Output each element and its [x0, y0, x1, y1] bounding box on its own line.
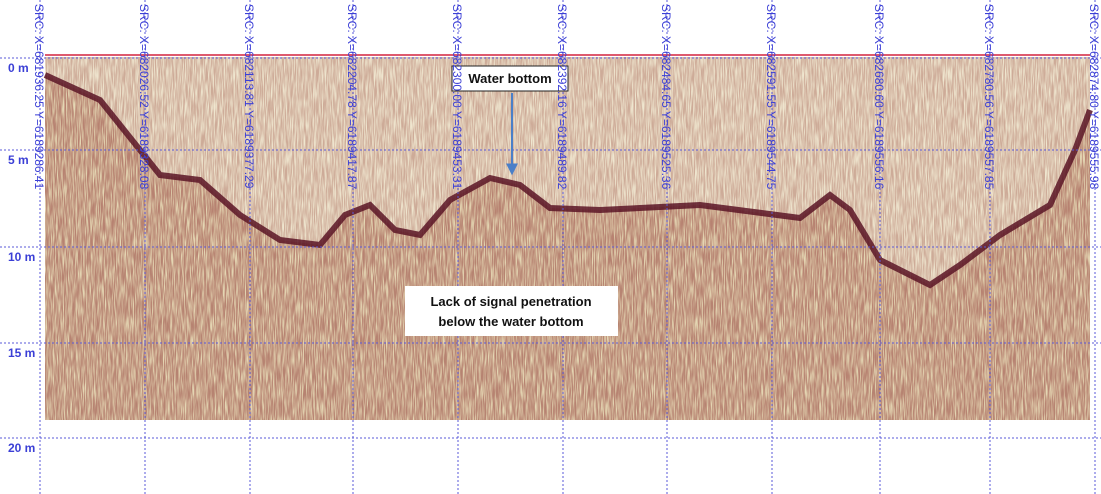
source-label: SRC: X=682113.81 Y=6189377.29 — [242, 4, 256, 189]
profile-view: 0 m 5 m 10 m 15 m 20 m Water bottom Lack of … — [0, 0, 1101, 494]
source-label: SRC: X=682680.60 Y=6189556.16 — [872, 4, 886, 190]
source-label: SRC: X=682484.65 Y=6189525.36 — [659, 4, 673, 190]
source-label: SRC: X=682204.78 Y=6189417.87 — [345, 4, 359, 190]
penetration-callout: Lack of signal penetration below the wat… — [405, 286, 618, 336]
depth-label: 10 m — [8, 250, 35, 264]
depth-label: 0 m — [8, 61, 29, 75]
seismic-profile: 0 m 5 m 10 m 15 m 20 m Water bottom Lack of … — [0, 0, 1101, 494]
source-label: SRC: X=682300.00 Y=6189453.31 — [450, 4, 464, 190]
callout-text: Water bottom — [468, 71, 551, 86]
source-label: SRC: X=682780.56 Y=6189557.85 — [982, 4, 996, 190]
source-label: SRC: X=682392.16 Y=6189489.82 — [555, 4, 569, 190]
source-label: SRC: X=681936.25 Y=6189286.41 — [32, 4, 46, 190]
depth-label: 15 m — [8, 346, 35, 360]
depth-label: 20 m — [8, 441, 35, 455]
callout-text: below the water bottom — [438, 314, 583, 329]
source-label: SRC: X=682591.55 Y=6189544.75 — [764, 4, 778, 190]
source-label: SRC: X=682026.52 Y=6189328.08 — [137, 4, 151, 190]
depth-label: 5 m — [8, 153, 29, 167]
callout-text: Lack of signal penetration — [430, 294, 591, 309]
source-label: SRC: X=682874.80 Y=6189555.98 — [1087, 4, 1101, 190]
